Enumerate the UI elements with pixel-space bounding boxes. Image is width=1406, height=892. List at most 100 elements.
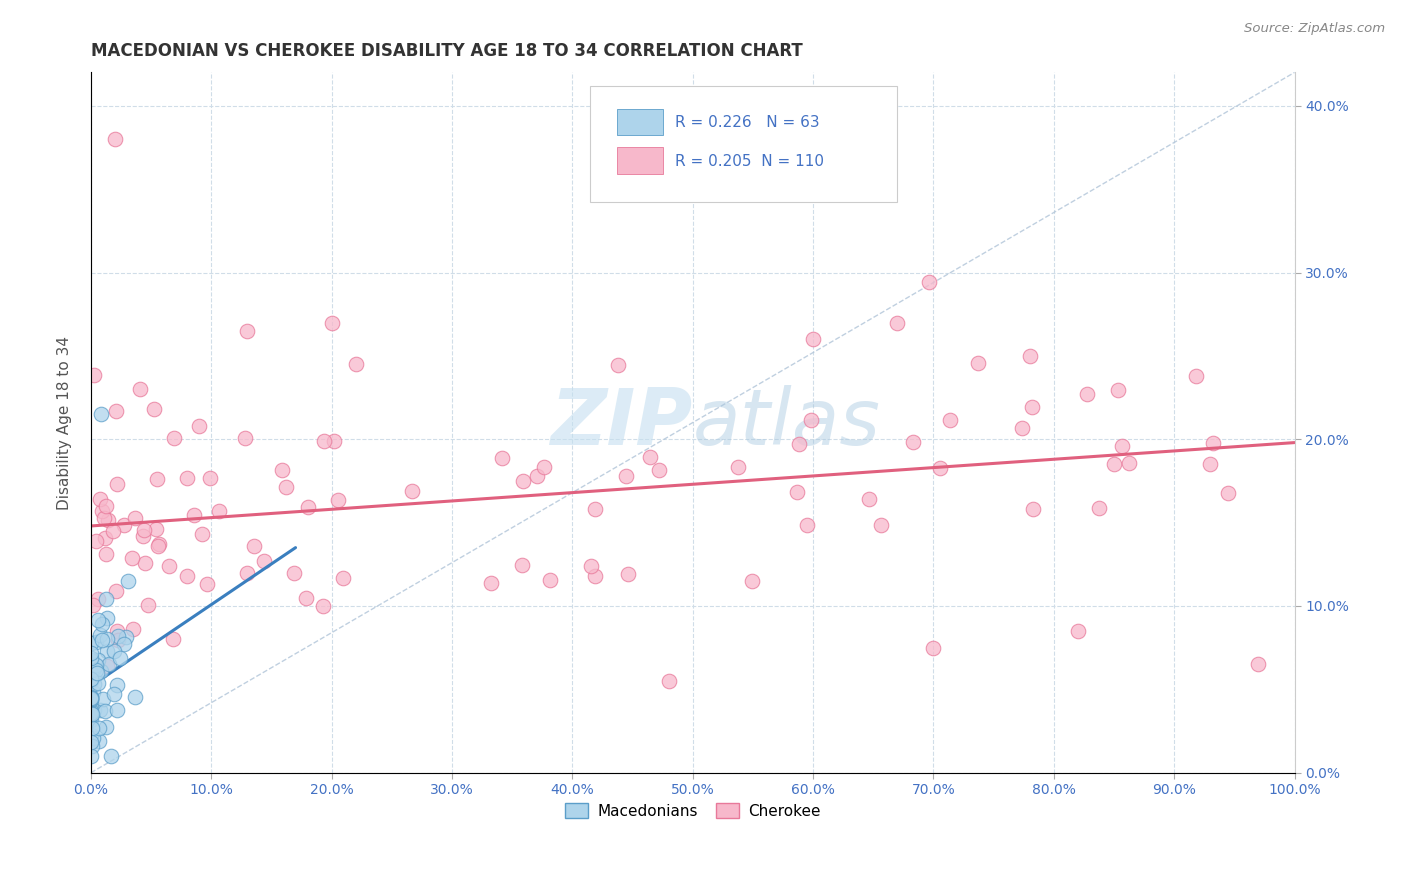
Text: ZIP: ZIP (551, 384, 693, 460)
Point (640, 450, 662, 464)
Point (136, 598, 159, 612)
Point (117, 574, 139, 589)
Point (658, 673, 681, 688)
Point (796, 518, 818, 533)
Point (80, 721, 103, 735)
Point (145, 523, 167, 537)
Point (124, 511, 146, 525)
Point (83, 368, 105, 382)
Point (112, 637, 135, 651)
Point (294, 591, 316, 605)
Point (94, 547, 117, 561)
Point (97, 657, 120, 672)
Point (801, 332, 824, 346)
Point (82, 685, 104, 699)
Point (323, 434, 346, 449)
Point (105, 477, 128, 491)
Point (80, 653, 103, 667)
Point (142, 402, 165, 417)
Point (195, 576, 218, 591)
Point (96, 644, 118, 658)
Point (104, 132, 127, 146)
Point (148, 537, 170, 551)
Point (526, 469, 548, 483)
Point (134, 556, 156, 570)
Point (533, 459, 555, 474)
Point (129, 382, 152, 396)
Text: atlas: atlas (693, 384, 880, 460)
Point (86, 614, 108, 628)
Point (94, 704, 117, 718)
Point (103, 687, 125, 701)
Point (966, 355, 988, 369)
Point (886, 316, 908, 330)
Point (93, 511, 115, 525)
Point (80, 739, 103, 753)
Point (858, 491, 880, 506)
Point (607, 359, 630, 373)
Point (80, 673, 103, 688)
Point (90, 632, 112, 647)
Point (104, 404, 127, 418)
Point (104, 583, 127, 598)
Point (187, 419, 209, 434)
Point (86, 634, 108, 648)
Point (579, 558, 602, 573)
Point (80, 636, 103, 650)
Point (91, 692, 114, 706)
Point (903, 435, 925, 450)
Point (297, 500, 319, 515)
Text: Source: ZipAtlas.com: Source: ZipAtlas.com (1244, 22, 1385, 36)
Point (208, 504, 231, 518)
Point (105, 624, 128, 639)
Point (1021, 400, 1043, 414)
Point (87, 653, 110, 667)
Point (96, 610, 118, 624)
Point (80, 697, 103, 711)
Point (163, 431, 186, 445)
Text: R = 0.226   N = 63: R = 0.226 N = 63 (675, 115, 820, 130)
Point (115, 630, 138, 644)
Point (1011, 421, 1033, 435)
Point (80, 706, 103, 720)
Point (84, 663, 107, 677)
Point (183, 508, 205, 522)
Point (94, 720, 117, 734)
Point (939, 413, 962, 427)
Point (86, 658, 108, 673)
Point (1107, 383, 1129, 397)
Point (83, 703, 105, 717)
Point (105, 678, 128, 692)
Point (1076, 387, 1098, 401)
Point (1018, 349, 1040, 363)
Point (80, 734, 103, 748)
Point (583, 501, 606, 516)
Point (1184, 368, 1206, 383)
Point (80, 707, 103, 722)
Point (928, 460, 950, 475)
Point (107, 633, 129, 648)
Point (84, 534, 107, 549)
Point (80, 708, 103, 723)
Point (1199, 457, 1222, 471)
Point (80, 691, 103, 706)
Point (80, 692, 103, 706)
Point (1202, 436, 1225, 450)
Point (94, 591, 117, 606)
Point (103, 644, 125, 658)
Point (176, 471, 198, 485)
Point (100, 749, 122, 764)
Point (80, 693, 103, 707)
Point (162, 632, 184, 647)
Point (276, 480, 298, 494)
Point (101, 524, 124, 538)
Point (870, 518, 893, 533)
Point (108, 651, 131, 665)
Point (1111, 439, 1133, 453)
Point (538, 574, 561, 588)
Point (105, 703, 128, 717)
Point (321, 316, 343, 330)
Point (1102, 457, 1125, 471)
Point (191, 527, 214, 541)
Point (1088, 500, 1111, 515)
